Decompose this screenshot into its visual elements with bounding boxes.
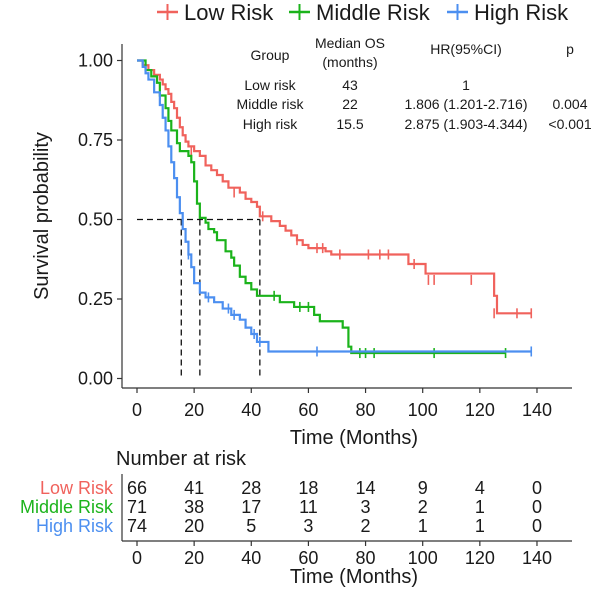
risk-value: 9 [418, 478, 428, 498]
risk-row-label-middle: Middle Risk [20, 497, 114, 517]
stats-row-median: 15.5 [336, 116, 363, 132]
stats-row-group: Middle risk [237, 96, 305, 112]
stats-row-group: High risk [243, 116, 298, 132]
y-tick-label: 0.00 [78, 369, 113, 389]
risk-x-tick-label: 100 [408, 548, 438, 568]
risk-value: 2 [418, 497, 428, 517]
stats-header-p: p [566, 41, 574, 57]
curve-low [137, 59, 532, 315]
x-tick-label: 140 [522, 400, 552, 420]
legend-label-low: Low Risk [184, 0, 274, 25]
risk-row-label-low: Low Risk [40, 478, 114, 498]
x-tick-label: 60 [298, 400, 318, 420]
stats-row-median: 43 [342, 77, 358, 93]
curve-middle [137, 59, 506, 355]
y-tick-label: 0.50 [78, 210, 113, 230]
legend: Low Risk Middle Risk High Risk [157, 0, 569, 25]
risk-value: 2 [361, 516, 371, 536]
stats-row-hr: 2.875 (1.903-4.344) [405, 116, 528, 132]
y-tick-label: 0.75 [78, 130, 113, 150]
stats-row-hr: 1 [462, 77, 470, 93]
x-tick-label: 20 [184, 400, 204, 420]
risk-value: 74 [127, 516, 147, 536]
stats-header-months: (months) [322, 54, 377, 70]
x-axis-label: Time (Months) [290, 427, 418, 449]
risk-value: 14 [356, 478, 376, 498]
risk-value: 1 [418, 516, 428, 536]
stats-row-hr: 1.806 (1.201-2.716) [405, 96, 528, 112]
stats-row-median: 22 [342, 96, 358, 112]
risk-x-tick-label: 0 [132, 548, 142, 568]
x-tick-label: 0 [132, 400, 142, 420]
risk-value: 38 [184, 497, 204, 517]
risk-value: 18 [298, 478, 318, 498]
risk-value: 0 [532, 478, 542, 498]
risk-value: 1 [475, 516, 485, 536]
stats-row-p: <0.001 [548, 116, 591, 132]
risk-x-tick-label: 80 [356, 548, 376, 568]
stats-header-median: Median OS [315, 35, 385, 51]
x-tick-label: 40 [241, 400, 261, 420]
risk-row-label-high: High Risk [36, 516, 114, 536]
median-lines [137, 218, 261, 379]
risk-x-tick-label: 140 [522, 548, 552, 568]
curve-high [137, 59, 532, 353]
stats-header-group: Group [251, 47, 290, 63]
legend-label-high: High Risk [474, 0, 569, 25]
risk-value: 17 [241, 497, 261, 517]
risk-value: 71 [127, 497, 147, 517]
risk-value: 3 [361, 497, 371, 517]
stats-header-hr: HR(95%CI) [430, 41, 502, 57]
risk-x-tick-label: 60 [298, 548, 318, 568]
risk-value: 11 [299, 497, 318, 517]
risk-value: 4 [475, 478, 485, 498]
risk-value: 5 [246, 516, 256, 536]
x-tick-label: 80 [356, 400, 376, 420]
stats-table: Group Median OS (months) HR(95%CI) p Low… [237, 35, 592, 132]
x-tick-label: 100 [408, 400, 438, 420]
risk-x-tick-label: 120 [465, 548, 495, 568]
risk-value: 41 [184, 478, 204, 498]
x-tick-label: 120 [465, 400, 495, 420]
survival-curves [137, 59, 533, 359]
risk-value: 20 [184, 516, 204, 536]
risk-x-tick-label: 40 [241, 548, 261, 568]
risk-value: 0 [532, 516, 542, 536]
legend-label-middle: Middle Risk [316, 0, 431, 25]
risk-value: 1 [475, 497, 485, 517]
risk-value: 66 [127, 478, 147, 498]
risk-x-axis-label: Time (Months) [290, 566, 418, 588]
stats-row-group: Low risk [244, 77, 296, 93]
risk-table-title: Number at risk [116, 448, 247, 470]
risk-x-tick-label: 20 [184, 548, 204, 568]
y-tick-label: 1.00 [78, 51, 113, 71]
stats-row-p: 0.004 [552, 96, 587, 112]
y-tick-label: 0.25 [78, 289, 113, 309]
risk-value: 28 [241, 478, 261, 498]
y-axis-label: Survival probability [31, 132, 53, 300]
risk-value: 0 [532, 497, 542, 517]
risk-value: 3 [303, 516, 313, 536]
